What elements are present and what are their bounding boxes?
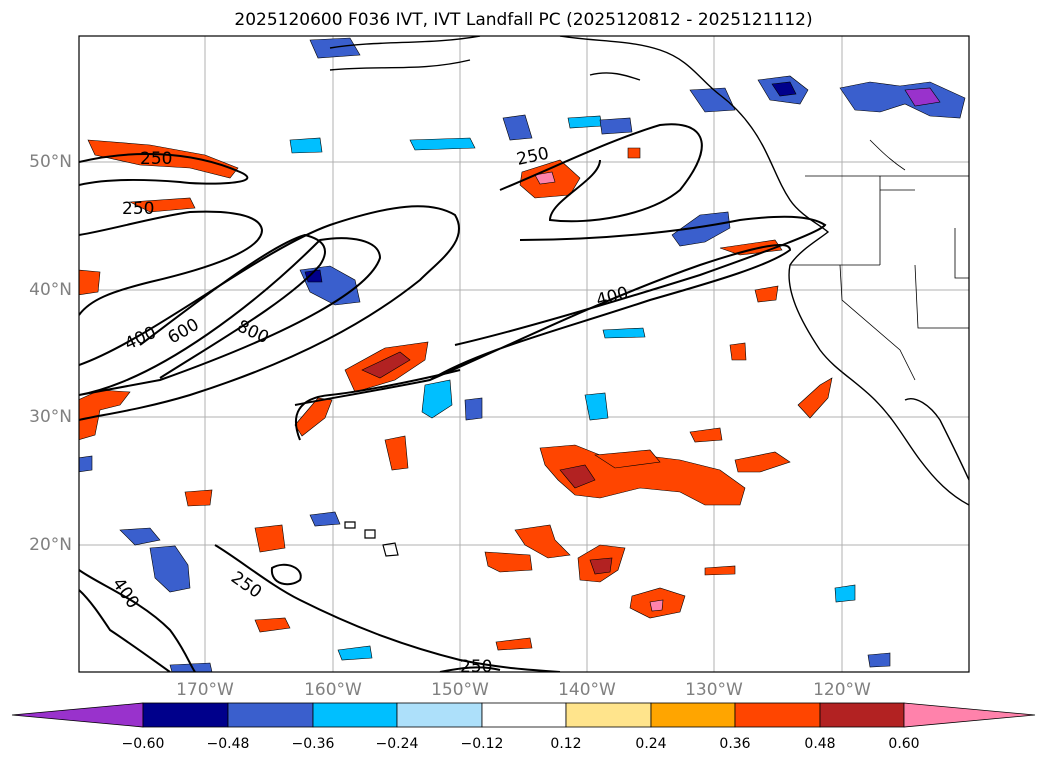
colorbar-tick-label: 0.12 bbox=[550, 736, 582, 752]
coastline bbox=[329, 36, 969, 506]
colorbar-swatch bbox=[396, 702, 483, 728]
colorbar-swatch bbox=[11, 702, 144, 728]
contour-label: 250 bbox=[460, 657, 492, 677]
colorbar-tick-label: 0.24 bbox=[635, 736, 667, 752]
ivt-contours bbox=[79, 123, 827, 672]
colorbar-swatch bbox=[142, 702, 229, 728]
lon-label: 130°W bbox=[685, 680, 743, 700]
lat-label: 50°N bbox=[29, 152, 72, 172]
positive-pc-areas bbox=[79, 139, 833, 651]
lat-label: 30°N bbox=[29, 407, 72, 427]
lon-label: 140°W bbox=[558, 680, 616, 700]
hawaii-islands bbox=[344, 521, 399, 557]
colorbar-tick-label: −0.60 bbox=[121, 736, 165, 752]
colorbar-swatch bbox=[819, 702, 905, 728]
contour-label: 250 bbox=[122, 199, 154, 219]
lon-label: 170°W bbox=[176, 680, 234, 700]
colorbar-tick-label: 0.60 bbox=[888, 736, 920, 752]
contour-label: 250 bbox=[140, 149, 172, 169]
colorbar-tick-label: −0.36 bbox=[291, 736, 335, 752]
lat-label: 40°N bbox=[29, 280, 72, 300]
colorbar-tick-label: 0.48 bbox=[804, 736, 836, 752]
lon-label: 150°W bbox=[431, 680, 489, 700]
map-title: 2025120600 F036 IVT, IVT Landfall PC (20… bbox=[234, 10, 813, 30]
colorbar bbox=[11, 702, 1036, 728]
colorbar-swatch bbox=[734, 702, 821, 728]
gridlines bbox=[79, 36, 969, 672]
colorbar-tick-label: −0.24 bbox=[375, 736, 419, 752]
colorbar-swatch bbox=[227, 702, 314, 728]
colorbar-tick-label: 0.36 bbox=[719, 736, 751, 752]
map-frame bbox=[78, 35, 970, 673]
colorbar-tick-label: −0.12 bbox=[460, 736, 504, 752]
colorbar-tick-label: −0.48 bbox=[206, 736, 250, 752]
political-borders bbox=[790, 139, 969, 381]
colorbar-swatch bbox=[312, 702, 398, 728]
lat-label: 20°N bbox=[29, 535, 72, 555]
lon-label: 160°W bbox=[304, 680, 362, 700]
colorbar-swatch bbox=[903, 702, 1036, 728]
lon-label: 120°W bbox=[813, 680, 871, 700]
colorbar-swatch bbox=[650, 702, 736, 728]
colorbar-swatch bbox=[565, 702, 652, 728]
colorbar-swatch bbox=[481, 702, 567, 728]
plot-area: 250 250 250 250 250 400 400 600 800 400 bbox=[79, 36, 969, 677]
